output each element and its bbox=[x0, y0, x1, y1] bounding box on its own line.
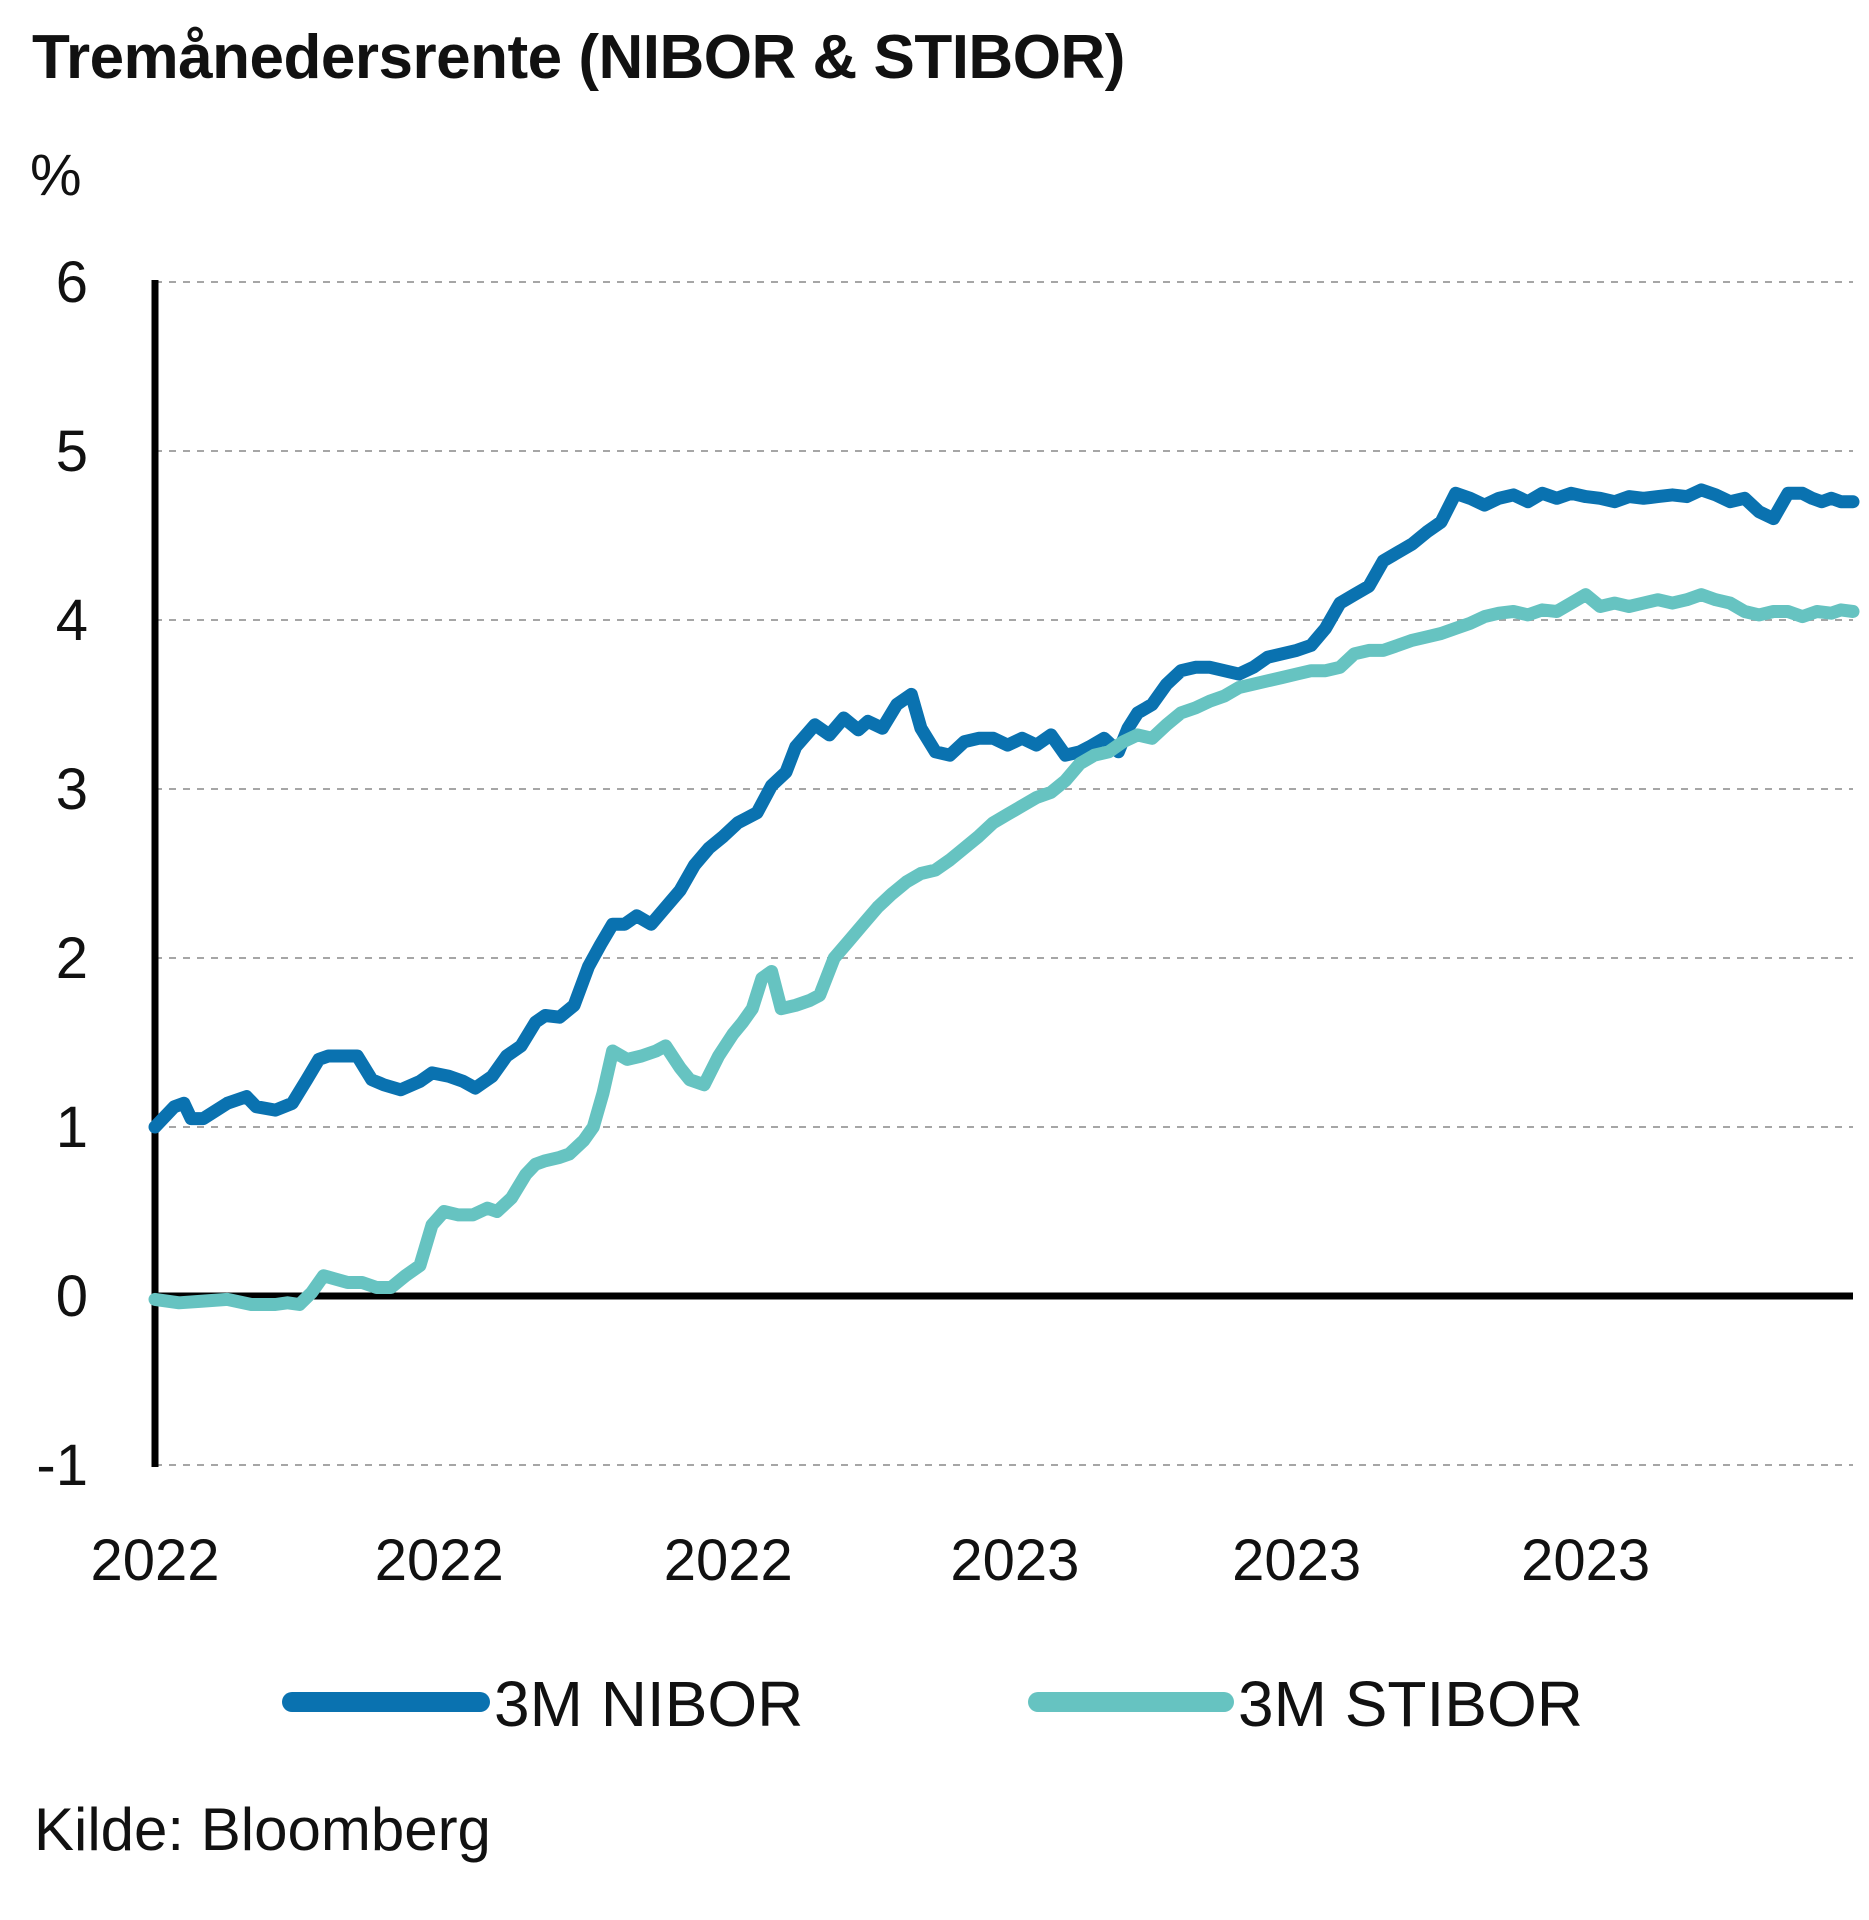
series-line-nibor bbox=[148, 483, 1860, 1134]
y-tick-label: 4 bbox=[56, 588, 88, 653]
x-tick-label: 2022 bbox=[664, 1528, 793, 1593]
x-tick-label: 2022 bbox=[375, 1528, 504, 1593]
y-tick-label: 2 bbox=[56, 926, 88, 991]
x-tick-label: 2022 bbox=[90, 1528, 219, 1593]
gridlines bbox=[155, 281, 1853, 1466]
legend-label: 3M STIBOR bbox=[1238, 1668, 1583, 1740]
legend: 3M NIBOR 3M STIBOR bbox=[282, 1668, 1583, 1740]
series-lines bbox=[148, 483, 1860, 1311]
x-tick-label: 2023 bbox=[1521, 1528, 1650, 1593]
y-axis-unit-label: % bbox=[30, 143, 82, 208]
series-line-stibor bbox=[148, 588, 1860, 1311]
x-tick-label: 2023 bbox=[950, 1528, 1079, 1593]
y-tick-label: 3 bbox=[56, 757, 88, 822]
tick-labels: -1 0 1 2 3 4 5 6 2022 2022 2022 2023 2023 2023 bbox=[36, 250, 1650, 1593]
axes bbox=[151, 280, 1853, 1467]
y-tick-label: 0 bbox=[56, 1264, 88, 1329]
y-tick-label: -1 bbox=[36, 1433, 88, 1498]
y-tick-label: 1 bbox=[56, 1095, 88, 1160]
chart-title: Tremånedersrente (NIBOR & STIBOR) bbox=[32, 23, 1125, 92]
legend-label: 3M NIBOR bbox=[494, 1668, 803, 1740]
x-tick-label: 2023 bbox=[1232, 1528, 1361, 1593]
y-tick-label: 6 bbox=[56, 250, 88, 315]
y-tick-label: 5 bbox=[56, 419, 88, 484]
source-note: Kilde: Bloomberg bbox=[34, 1796, 491, 1863]
